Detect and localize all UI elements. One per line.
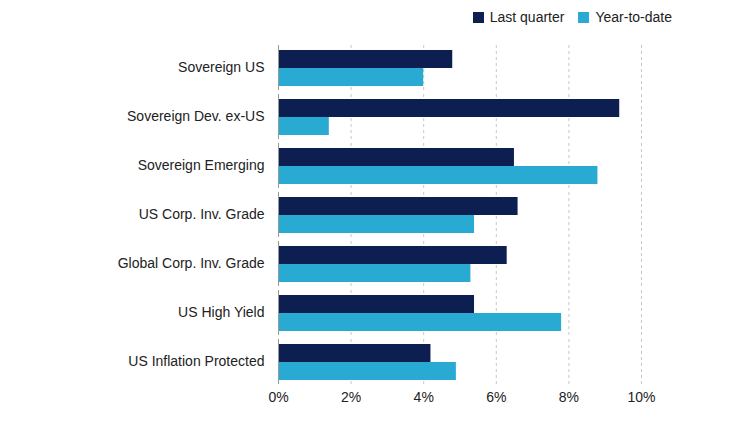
- svg-text:Sovereign Emerging: Sovereign Emerging: [138, 157, 265, 173]
- svg-text:Sovereign US: Sovereign US: [178, 59, 264, 75]
- svg-text:4%: 4%: [414, 389, 434, 405]
- svg-text:2%: 2%: [341, 389, 361, 405]
- svg-text:US Corp. Inv. Grade: US Corp. Inv. Grade: [139, 206, 265, 222]
- svg-text:Global Corp. Inv. Grade: Global Corp. Inv. Grade: [118, 255, 265, 271]
- svg-text:Sovereign Dev. ex-US: Sovereign Dev. ex-US: [127, 108, 264, 124]
- svg-text:6%: 6%: [486, 389, 506, 405]
- svg-text:US Inflation Protected: US Inflation Protected: [128, 353, 264, 369]
- svg-text:8%: 8%: [559, 389, 579, 405]
- html-text:Year-to-date: Year-to-date: [595, 9, 672, 25]
- svg-text:US High Yield: US High Yield: [178, 304, 264, 320]
- svg-text:0%: 0%: [268, 389, 288, 405]
- html-text:Last quarter: Last quarter: [489, 9, 565, 25]
- svg-text:10%: 10%: [627, 389, 655, 405]
